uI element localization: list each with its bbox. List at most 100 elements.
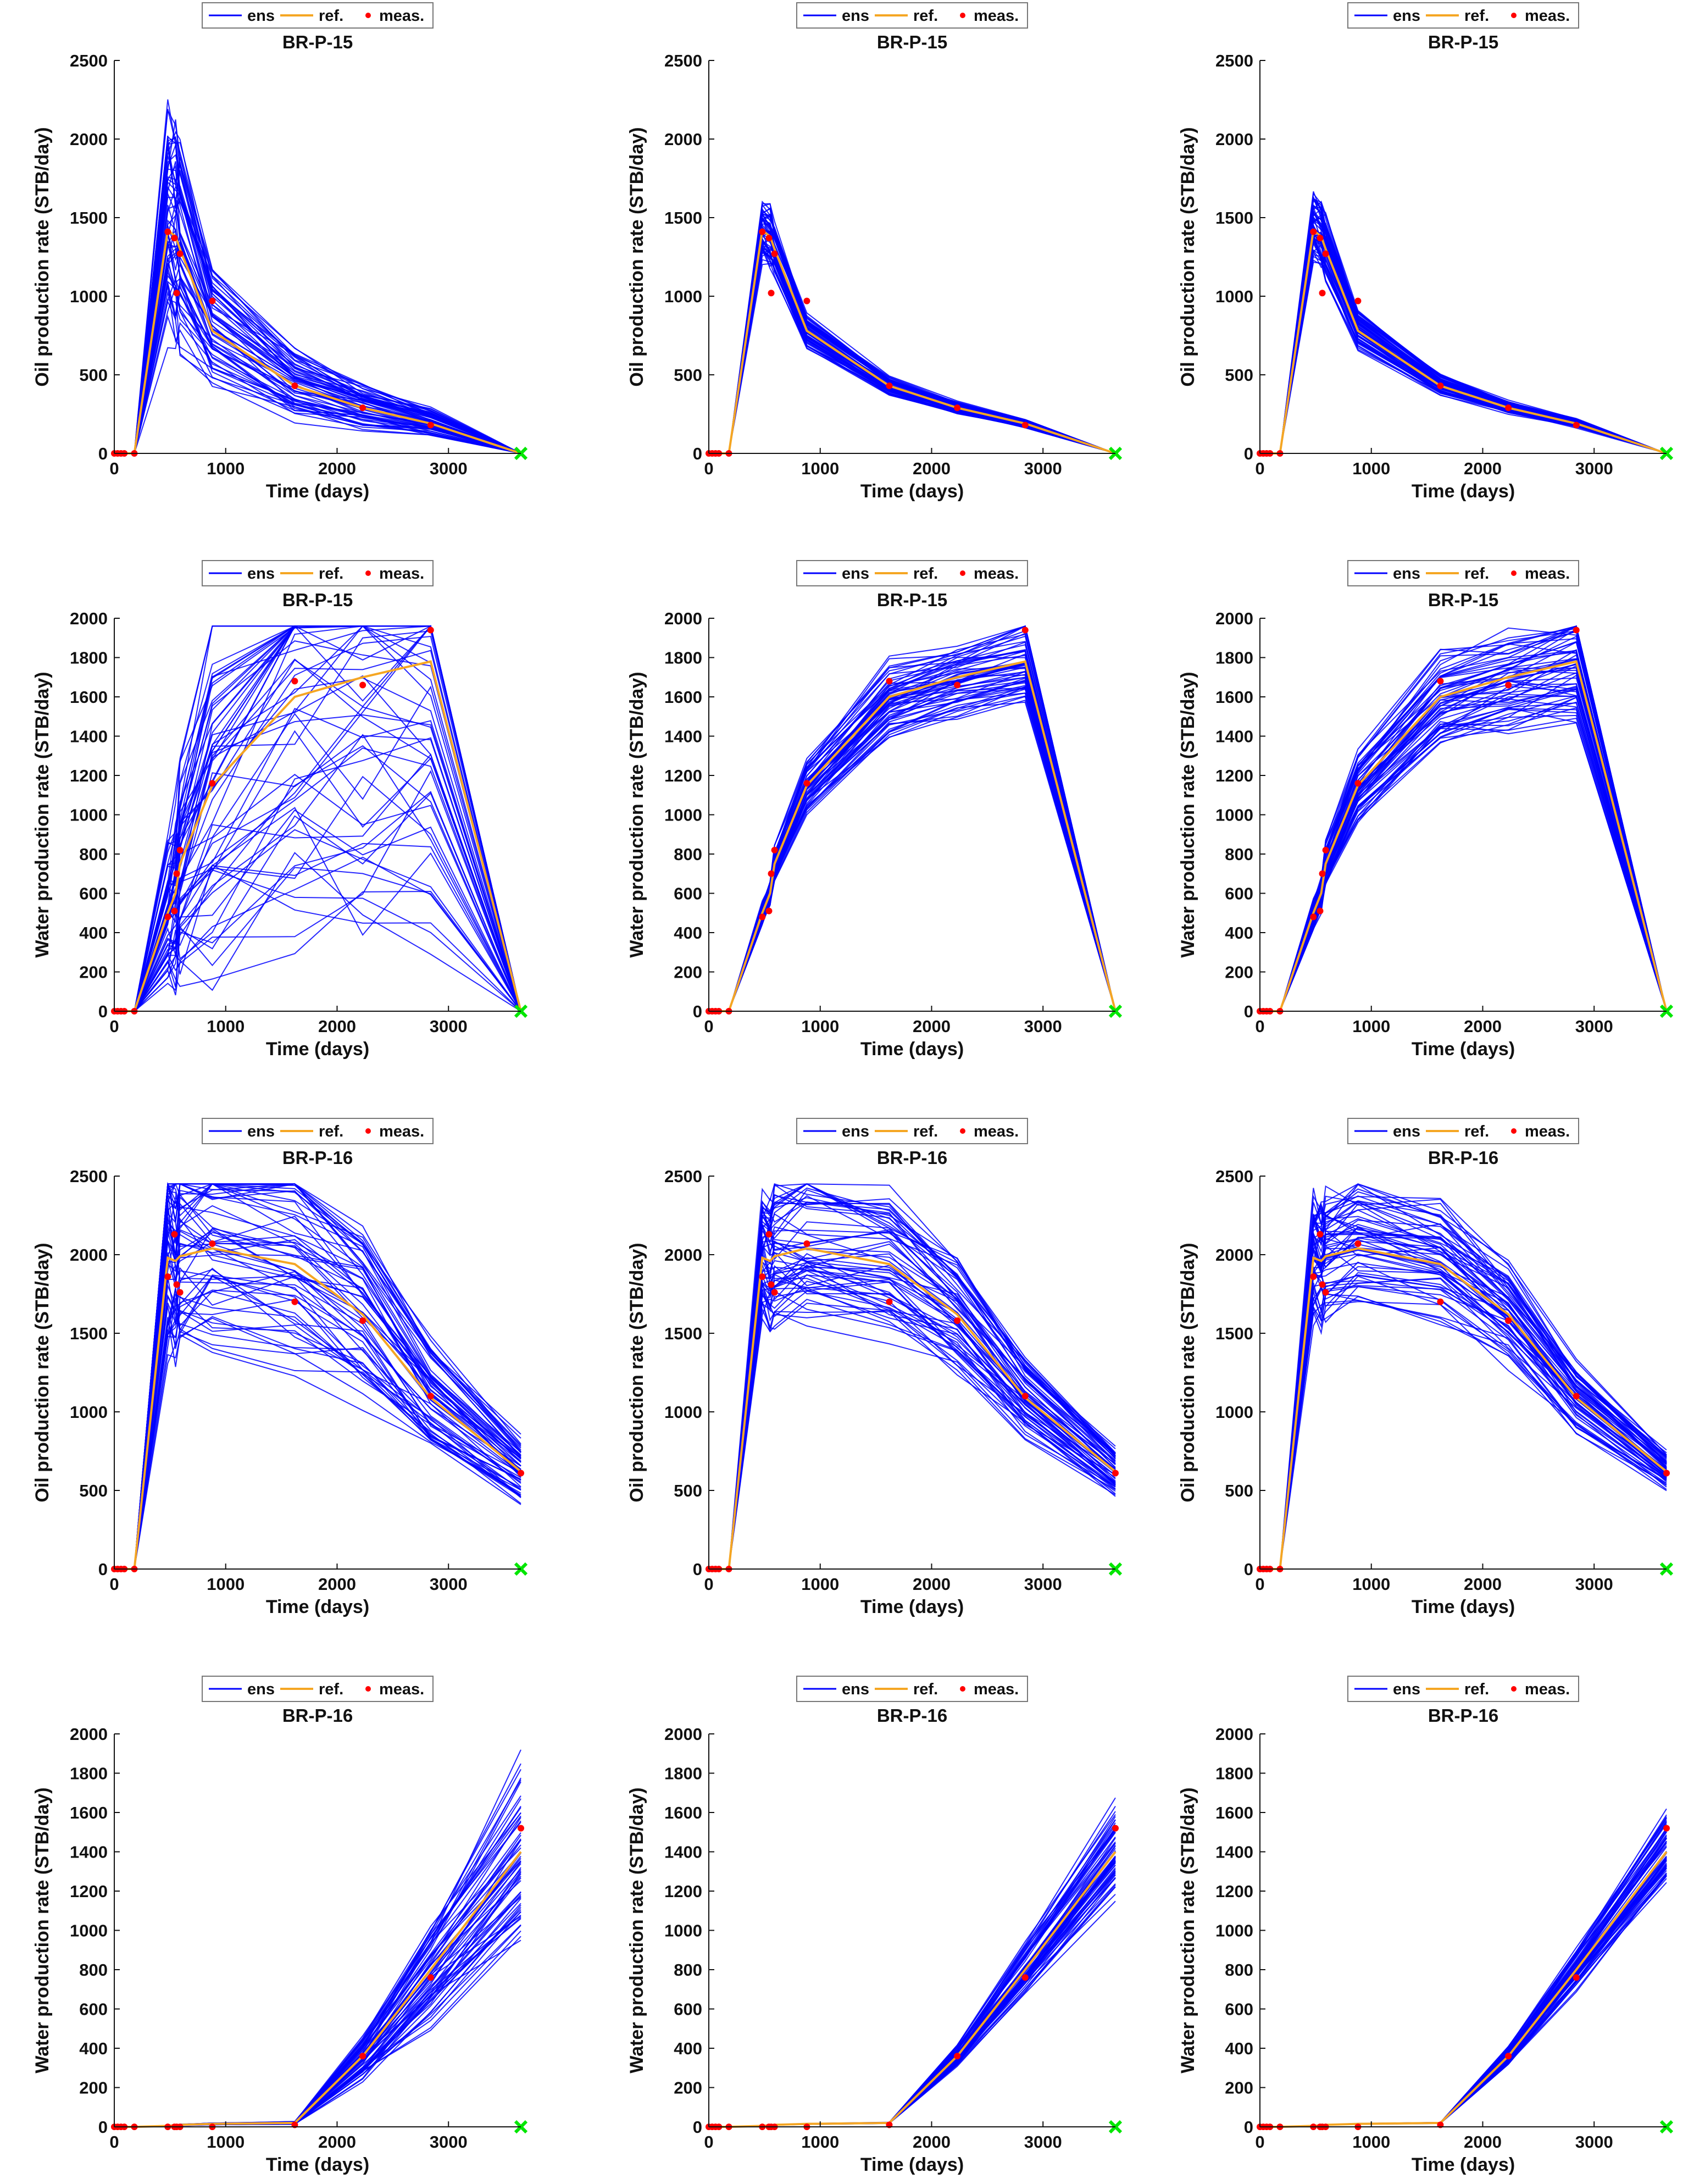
y-tick-label: 1200 [1215, 766, 1253, 785]
legend: ens ref. meas. [202, 1676, 434, 1702]
measurement-point [1505, 681, 1512, 689]
ensemble-line [114, 1861, 521, 2127]
ensemble-line [1260, 643, 1667, 1012]
y-tick-label: 1400 [1215, 1843, 1253, 1862]
ensemble-line [709, 662, 1116, 1012]
x-tick-label: 0 [109, 459, 119, 478]
ensemble-line [709, 625, 1116, 1012]
measurement-point [171, 235, 178, 242]
ensemble-line [709, 686, 1116, 1012]
ensemble-line [114, 1220, 521, 1570]
ensemble-line [709, 1816, 1116, 2127]
ensemble-line [709, 1811, 1116, 2127]
ensemble-line [709, 248, 1116, 454]
x-tick-label: 3000 [1024, 1017, 1062, 1036]
legend: ens ref. meas. [202, 560, 434, 586]
legend-meas-label: meas. [379, 1123, 424, 1140]
x-tick-label: 2000 [913, 1575, 951, 1594]
ensemble-line [709, 1827, 1116, 2127]
ensemble-line [1260, 695, 1667, 1012]
ensemble-line [1260, 249, 1667, 454]
legend-meas-label: meas. [974, 7, 1019, 25]
ensemble-line [709, 245, 1116, 454]
legend: ens ref. meas. [796, 1676, 1028, 1702]
y-tick-label: 1200 [1215, 1882, 1253, 1901]
ensemble-line [1260, 1185, 1667, 1570]
measurement-point [427, 1393, 434, 1400]
ensemble-line [709, 662, 1116, 1012]
measurement-point [765, 235, 773, 242]
y-tick-label: 500 [674, 365, 702, 385]
ensemble-line [709, 1848, 1116, 2127]
ensemble-line [709, 625, 1116, 1012]
ensemble-line [114, 145, 521, 454]
x-tick-label: 3000 [1575, 2132, 1613, 2152]
ensemble-line [1260, 210, 1667, 454]
y-tick-label: 2000 [70, 1245, 108, 1265]
chart-panel: ens ref. meas. BR-P-16 0 500 1000 1500 2000 2500 0… [626, 1118, 1123, 1617]
measurement-point [209, 297, 216, 304]
ensemble-line [709, 1845, 1116, 2127]
measurement-point [518, 1470, 524, 1477]
ensemble-line [709, 249, 1116, 454]
ensemble-line [1260, 1294, 1667, 1570]
x-tick-label: 0 [1255, 1575, 1264, 1594]
ensemble-lines [114, 1749, 521, 2127]
x-tick-label: 3000 [430, 2132, 468, 2152]
measurement-point [1319, 290, 1326, 297]
ensemble-line [709, 677, 1116, 1012]
x-tick-label: 0 [109, 2132, 119, 2152]
panel-title: BR-P-15 [1428, 590, 1498, 610]
measurement-point [291, 383, 298, 390]
ensemble-line [709, 650, 1116, 1012]
x-tick-label: 1000 [1352, 1575, 1390, 1594]
y-tick-label: 2000 [70, 609, 108, 628]
ensemble-lines [1260, 625, 1667, 1012]
ensemble-line [709, 1819, 1116, 2127]
ensemble-line [114, 753, 521, 1012]
measurement-point [1317, 907, 1324, 914]
measurement-point [1310, 228, 1317, 235]
y-axis-label: Oil production rate (STB/day) [1178, 1243, 1198, 1502]
ensemble-line [1260, 1821, 1667, 2127]
x-tick-label: 2000 [318, 1017, 356, 1036]
legend-ens-label: ens [842, 1681, 869, 1698]
measurement-point [209, 780, 216, 787]
panel-title: BR-P-15 [1428, 32, 1498, 52]
ensemble-line [1260, 689, 1667, 1012]
y-tick-label: 1800 [664, 648, 702, 668]
ensemble-line [709, 1201, 1116, 1570]
ensemble-line [1260, 241, 1667, 454]
measurement-point [173, 290, 180, 297]
ensemble-line [709, 1843, 1116, 2127]
y-tick-label: 1000 [1215, 1921, 1253, 1941]
ensemble-line [114, 1779, 521, 2127]
ensemble-line [709, 240, 1116, 454]
ensemble-line [709, 650, 1116, 1012]
x-tick-label: 3000 [430, 459, 468, 478]
y-tick-label: 1600 [1215, 1803, 1253, 1822]
measurement-point [954, 2053, 961, 2060]
y-tick-label: 2500 [1215, 1167, 1253, 1186]
measurement-point [1354, 297, 1362, 304]
legend-meas-marker [365, 1686, 371, 1692]
x-tick-label: 3000 [430, 1017, 468, 1036]
ensemble-line [114, 1892, 521, 2127]
legend-meas-label: meas. [1525, 1123, 1570, 1140]
measurement-point [768, 1281, 775, 1288]
ensemble-line [1260, 1830, 1667, 2127]
y-tick-label: 1500 [70, 1324, 108, 1343]
x-tick-label: 0 [1255, 2132, 1264, 2152]
measurement-point [765, 1230, 773, 1238]
measurement-point [768, 870, 775, 877]
legend-ref-label: ref. [1464, 1123, 1489, 1140]
ensemble-line [1260, 1858, 1667, 2127]
ensemble-line [709, 1841, 1116, 2127]
measurement-point [1505, 404, 1512, 412]
y-axis-label: Water production rate (STB/day) [1178, 672, 1198, 957]
ensemble-line [114, 1863, 521, 2127]
ensemble-line [709, 1828, 1116, 2127]
ensemble-line [1260, 1858, 1667, 2127]
ensemble-line [1260, 1847, 1667, 2127]
chart-panel: ens ref. meas. BR-P-16 0 500 1000 1500 2000 2500 0… [32, 1118, 528, 1617]
